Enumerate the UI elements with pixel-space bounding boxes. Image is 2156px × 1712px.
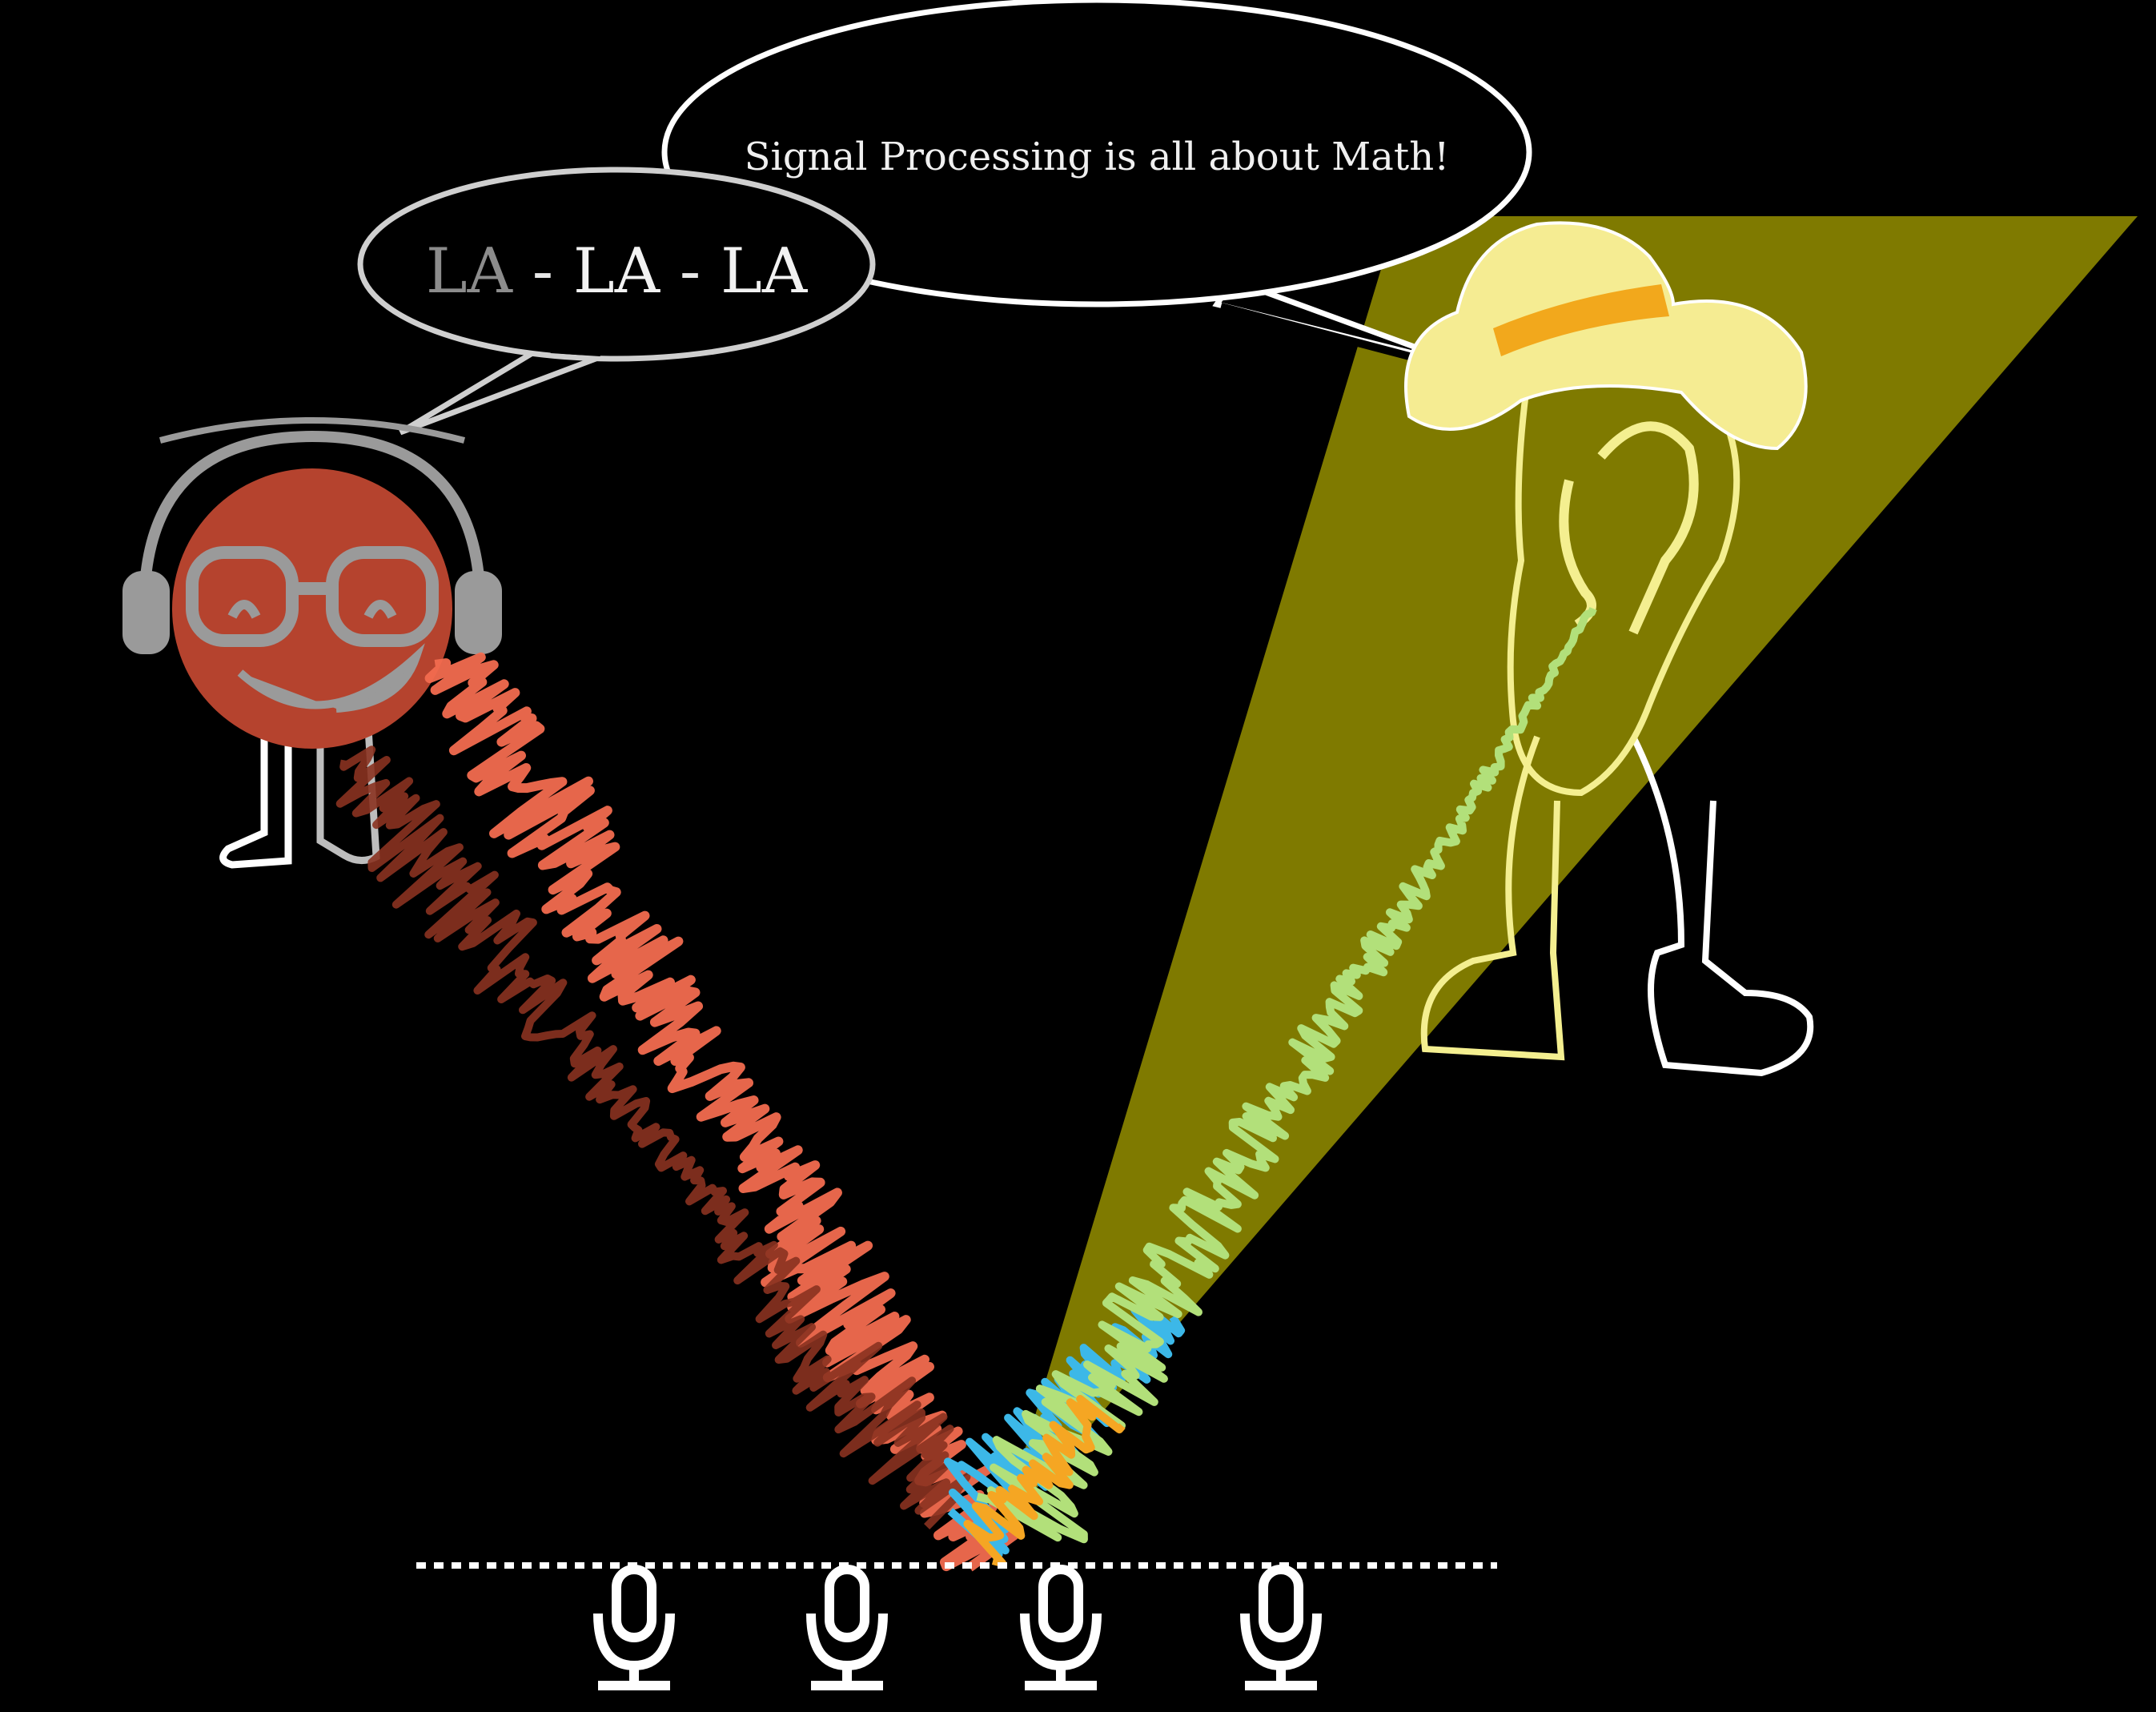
signal-waveform-dark-red bbox=[335, 745, 971, 1530]
microphone-icon bbox=[1240, 1565, 1322, 1690]
singer-speech-text: LA - LA - LA bbox=[426, 235, 809, 307]
beamforming-cone bbox=[1001, 216, 2138, 1529]
ear-speech-text: Signal Processing is all about Math! bbox=[745, 135, 1450, 179]
la-syllable-2: LA bbox=[573, 235, 661, 307]
sun-hat-icon bbox=[1404, 221, 1808, 451]
ear-character bbox=[1404, 221, 1814, 1077]
la-syllable-3: LA bbox=[721, 235, 809, 307]
singer-smile bbox=[237, 643, 425, 713]
microphone-icon bbox=[1020, 1565, 1102, 1690]
microphone-icon bbox=[593, 1565, 675, 1690]
signal-waveform-orange bbox=[963, 1395, 1126, 1568]
glasses-icon bbox=[186, 546, 439, 647]
singer-speech-bubble: LA - LA - LA bbox=[357, 167, 876, 436]
ear-speech-bubble: Signal Processing is all about Math! bbox=[661, 0, 1532, 374]
la-syllable-1: LA bbox=[426, 235, 514, 307]
dash-2: - bbox=[680, 235, 721, 307]
singer-character bbox=[122, 417, 502, 869]
headphones-icon bbox=[122, 417, 502, 654]
beamformed-signal-green bbox=[976, 607, 1597, 1544]
microphone-icon bbox=[806, 1565, 888, 1690]
dash-1: - bbox=[532, 235, 573, 307]
signal-waveform-red bbox=[424, 652, 1019, 1572]
